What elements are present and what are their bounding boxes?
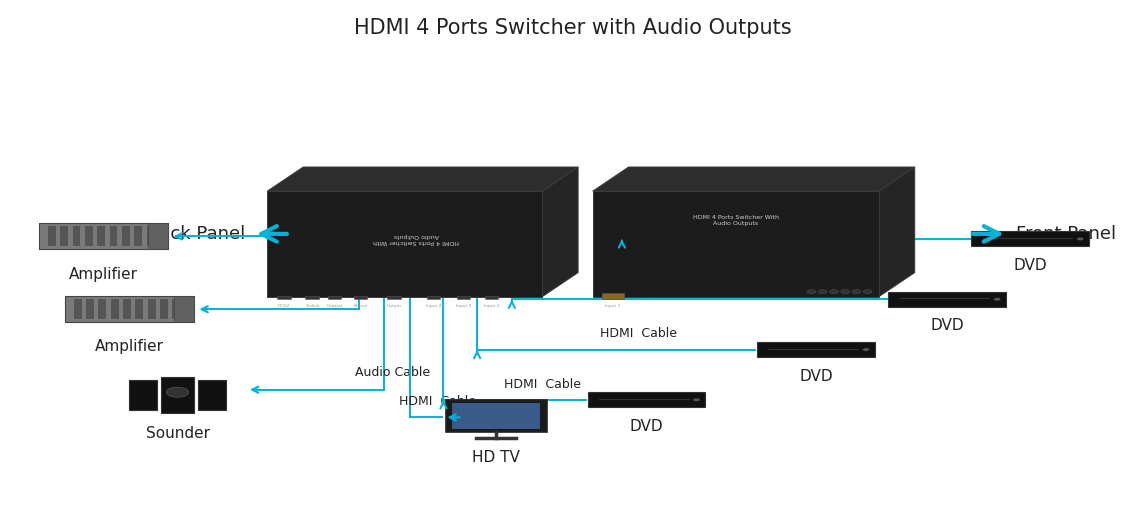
Polygon shape [147, 226, 155, 246]
Text: Input 3: Input 3 [456, 304, 472, 308]
Circle shape [862, 348, 869, 351]
Text: Input 2: Input 2 [484, 304, 499, 308]
Polygon shape [85, 226, 93, 246]
Polygon shape [587, 392, 705, 407]
Polygon shape [129, 380, 157, 410]
Circle shape [863, 290, 872, 294]
Polygon shape [159, 226, 167, 246]
Circle shape [166, 387, 189, 397]
Polygon shape [148, 299, 156, 319]
Polygon shape [98, 299, 106, 319]
Text: DVD: DVD [1013, 258, 1048, 273]
Polygon shape [543, 167, 578, 297]
Polygon shape [72, 226, 80, 246]
Text: Amplifier: Amplifier [95, 340, 164, 354]
Polygon shape [65, 296, 194, 322]
Polygon shape [160, 299, 168, 319]
Polygon shape [110, 226, 118, 246]
Circle shape [852, 290, 861, 294]
Polygon shape [879, 167, 915, 297]
Polygon shape [124, 299, 131, 319]
Text: HDMI 4 Ports Switcher With
Audio Outputs: HDMI 4 Ports Switcher With Audio Outputs [373, 233, 459, 244]
Bar [327, 295, 341, 299]
Circle shape [693, 398, 700, 401]
Bar [277, 295, 291, 299]
Circle shape [840, 290, 850, 294]
Text: Fiber Cable: Fiber Cable [287, 213, 357, 226]
Bar [485, 295, 498, 299]
Text: HDMI  Cable: HDMI Cable [504, 378, 582, 391]
Polygon shape [135, 299, 143, 319]
Text: HDMI  Cable: HDMI Cable [398, 395, 476, 408]
Polygon shape [48, 226, 56, 246]
Circle shape [829, 290, 838, 294]
Text: DVD: DVD [630, 419, 663, 434]
Text: Amplifier: Amplifier [69, 267, 137, 282]
Polygon shape [174, 296, 194, 322]
Polygon shape [111, 299, 119, 319]
Polygon shape [160, 377, 195, 413]
Bar [354, 295, 368, 299]
Text: Toslink: Toslink [305, 304, 319, 308]
Text: Input 4: Input 4 [426, 304, 441, 308]
Text: Stereo: Stereo [354, 304, 368, 308]
Polygon shape [39, 223, 168, 249]
Text: Coaxial: Coaxial [326, 304, 342, 308]
Polygon shape [148, 223, 168, 249]
Circle shape [994, 298, 1001, 301]
Bar [427, 295, 440, 299]
Polygon shape [267, 167, 578, 191]
Polygon shape [198, 380, 226, 410]
Polygon shape [889, 292, 1006, 307]
Bar [387, 295, 401, 299]
Text: HDMI 4 Ports Switcher with Audio Outputs: HDMI 4 Ports Switcher with Audio Outputs [354, 18, 791, 37]
Polygon shape [757, 342, 875, 357]
Text: Output: Output [387, 304, 402, 308]
Text: Sounder: Sounder [145, 426, 210, 441]
Polygon shape [445, 400, 546, 432]
Text: Audio Cable: Audio Cable [355, 366, 431, 379]
Polygon shape [452, 403, 540, 429]
Polygon shape [593, 191, 879, 297]
Text: HDMI  Cable: HDMI Cable [695, 277, 772, 290]
Polygon shape [123, 226, 129, 246]
Text: HDMI  Cable: HDMI Cable [803, 217, 879, 230]
Polygon shape [134, 226, 142, 246]
Polygon shape [173, 299, 180, 319]
Polygon shape [73, 299, 81, 319]
Text: DC5V: DC5V [278, 304, 290, 308]
Circle shape [819, 290, 827, 294]
Bar [601, 293, 624, 299]
Circle shape [807, 290, 816, 294]
Text: HDMI 4 Ports Switcher With
Audio Outputs: HDMI 4 Ports Switcher With Audio Outputs [693, 215, 779, 226]
Text: Back Panel: Back Panel [147, 225, 245, 243]
Text: DVD: DVD [931, 319, 964, 333]
Polygon shape [593, 167, 915, 191]
Text: HDMI  Cable: HDMI Cable [600, 327, 677, 341]
Polygon shape [267, 191, 543, 297]
Text: Coaxial Cable: Coaxial Cable [310, 286, 396, 299]
Text: HD TV: HD TV [472, 450, 520, 465]
Polygon shape [61, 226, 68, 246]
Polygon shape [97, 226, 105, 246]
Text: DVD: DVD [799, 369, 832, 384]
Polygon shape [86, 299, 94, 319]
Text: Input 1: Input 1 [606, 304, 621, 308]
Bar [457, 295, 471, 299]
Polygon shape [971, 231, 1089, 246]
Text: Front Panel: Front Panel [1016, 225, 1116, 243]
Circle shape [1077, 238, 1083, 241]
Polygon shape [184, 299, 192, 319]
Bar [306, 295, 319, 299]
